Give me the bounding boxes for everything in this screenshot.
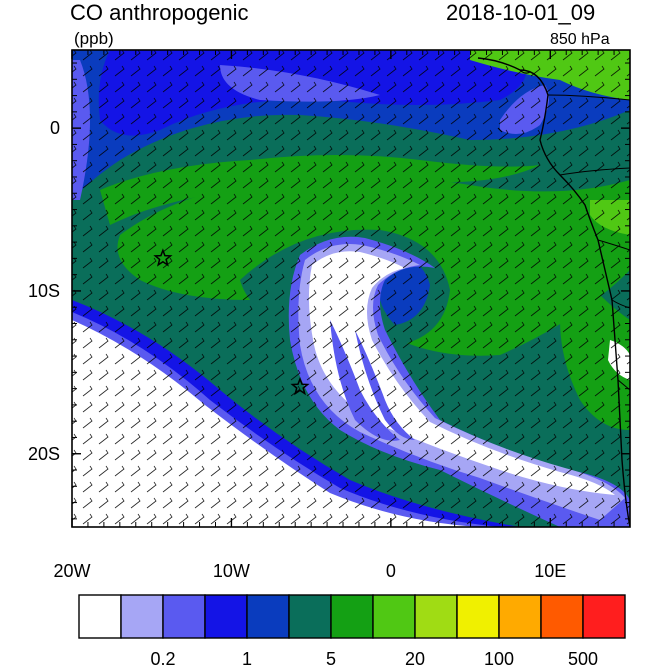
plot-frame xyxy=(71,49,631,528)
star-marker xyxy=(153,248,173,267)
lat-tick-label: 0 xyxy=(49,118,60,139)
axis-ticks xyxy=(71,50,631,527)
datetime-label: 2018-10-01_09 xyxy=(446,0,596,25)
colorbar-box xyxy=(246,594,290,639)
colorbar-box xyxy=(120,594,164,639)
colorbar-label: 1 xyxy=(241,649,252,669)
colorbar-box xyxy=(456,594,500,639)
map-title: CO anthropogenic xyxy=(70,0,249,25)
units-label: (ppb) xyxy=(74,29,114,48)
pressure-level-label: 850 hPa xyxy=(550,31,610,48)
colorbar-label: 5 xyxy=(325,649,336,669)
colorbar-box xyxy=(288,594,332,639)
colorbar xyxy=(78,594,626,639)
colorbar-box xyxy=(582,594,626,639)
colorbar-box xyxy=(78,594,122,639)
colorbar-box xyxy=(330,594,374,639)
lon-tick-label: 10W xyxy=(212,561,250,581)
lat-tick-label: 10S xyxy=(27,280,60,301)
colorbar-box xyxy=(414,594,458,639)
lon-tick-label: 10E xyxy=(534,561,567,581)
lon-tick-label: 0 xyxy=(385,561,396,581)
colorbar-label: 20 xyxy=(404,649,426,669)
markers xyxy=(153,248,310,396)
lon-tick-label: 20W xyxy=(53,561,91,581)
lat-tick-label: 20S xyxy=(27,443,60,464)
star-marker xyxy=(290,376,310,396)
colorbar-box xyxy=(498,594,542,639)
colorbar-label: 100 xyxy=(483,649,515,669)
colorbar-label: 500 xyxy=(567,649,599,669)
colorbar-box xyxy=(162,594,206,639)
colorbar-box xyxy=(204,594,248,639)
colorbar-box xyxy=(372,594,416,639)
concentration-field xyxy=(72,50,630,527)
colorbar-box xyxy=(540,594,584,639)
colorbar-label: 0.2 xyxy=(150,649,176,669)
